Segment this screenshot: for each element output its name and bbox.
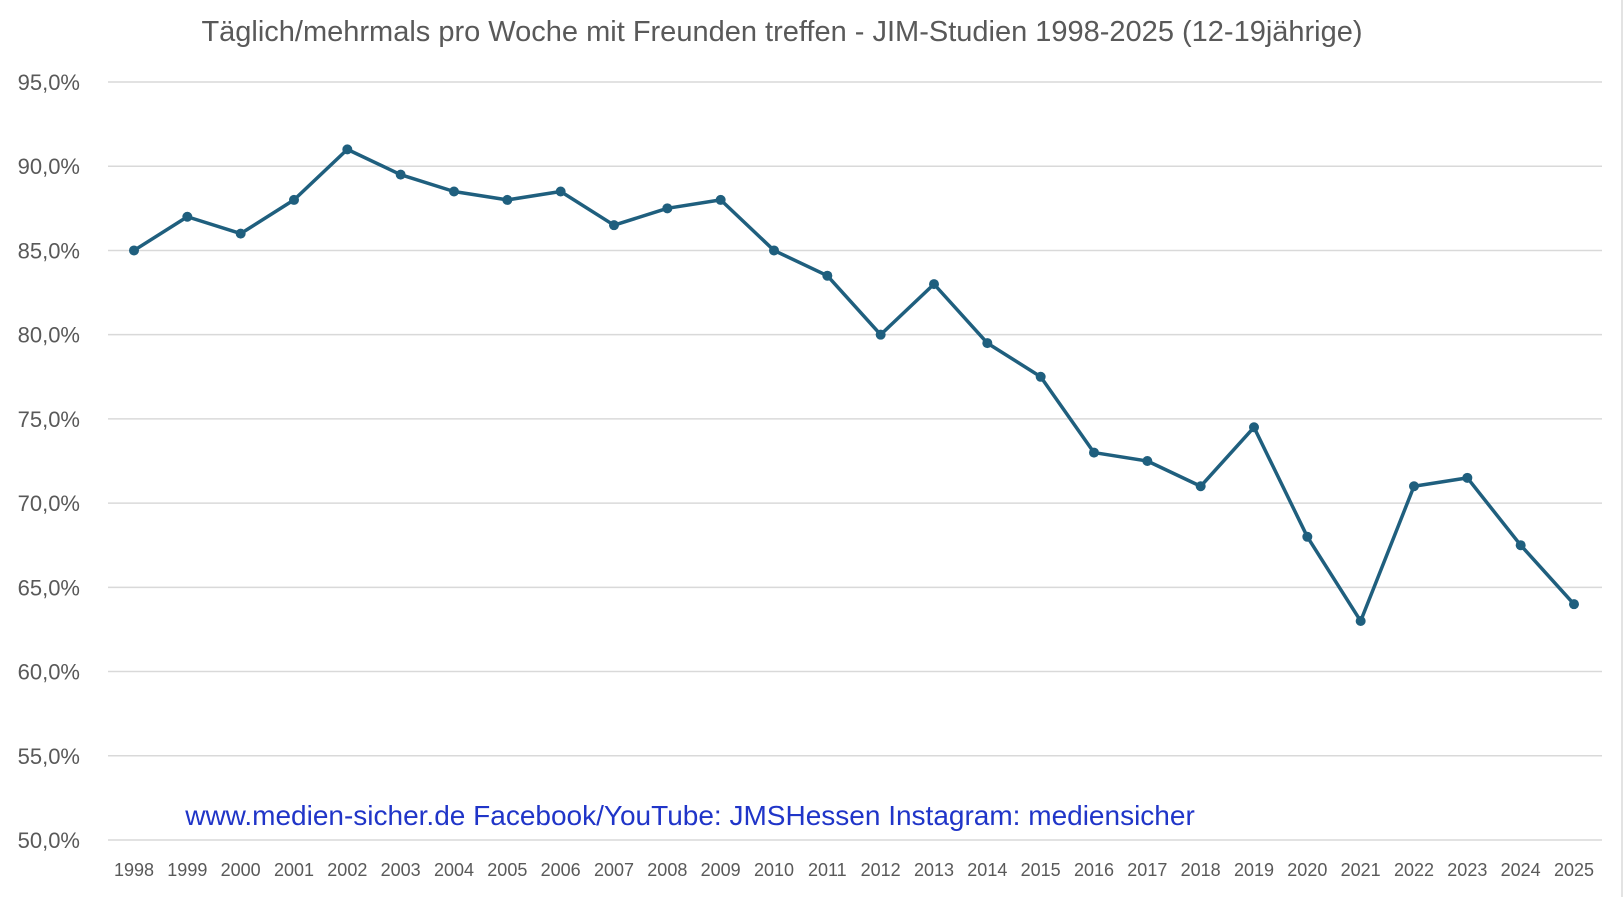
x-tick-label: 2015: [1021, 860, 1061, 880]
data-point-2023: [1462, 472, 1473, 483]
x-tick-label: 2007: [594, 860, 634, 880]
data-point-2012: [875, 329, 886, 340]
data-point-2003: [395, 169, 406, 180]
y-tick-label: 70,0%: [18, 491, 80, 516]
y-tick-label: 65,0%: [18, 575, 80, 600]
x-tick-label: 2011: [808, 860, 847, 880]
series-line: [133, 147, 1576, 623]
gridlines: [108, 81, 1602, 841]
x-tick-label: 1999: [167, 860, 207, 880]
y-tick-label: 85,0%: [18, 238, 80, 263]
data-point-2013: [929, 279, 939, 290]
x-tick-label: 2001: [274, 860, 314, 880]
x-tick-label: 2008: [647, 860, 687, 880]
data-point-2017: [1142, 456, 1153, 466]
data-point-2006: [555, 186, 566, 197]
x-tick-label: 2014: [967, 860, 1007, 880]
x-tick-label: 2025: [1554, 860, 1594, 880]
data-point-1998: [129, 245, 139, 256]
source-annotation: www.medien-sicher.de Facebook/YouTube: J…: [184, 800, 1195, 831]
data-point-2022: [1409, 481, 1419, 492]
data-point-2001: [289, 194, 299, 205]
data-point-2010: [769, 245, 779, 256]
data-point-2007: [609, 220, 619, 231]
y-tick-label: 95,0%: [18, 70, 80, 95]
x-tick-label: 2013: [914, 860, 954, 880]
data-point-2025: [1569, 599, 1579, 610]
data-point-2002: [342, 144, 353, 155]
x-tick-label: 2018: [1181, 860, 1221, 880]
x-tick-label: 2005: [487, 860, 527, 880]
x-tick-label: 2009: [701, 860, 741, 880]
x-tick-label: 2004: [434, 860, 474, 880]
data-point-2019: [1249, 422, 1259, 433]
y-tick-label: 90,0%: [18, 154, 80, 179]
x-tick-label: 2024: [1501, 860, 1541, 880]
data-point-2021: [1355, 616, 1366, 627]
data-point-2008: [662, 203, 673, 214]
x-tick-label: 2012: [861, 860, 901, 880]
y-tick-label: 75,0%: [18, 407, 80, 432]
y-axis-ticks: 50,0% 55,0% 60,0% 65,0% 70,0% 75,0% 80,0% 85,0%…: [18, 70, 80, 853]
series-layer: [129, 144, 1579, 627]
data-point-2020: [1302, 531, 1313, 542]
data-point-2004: [449, 186, 459, 197]
data-point-2009: [715, 194, 726, 205]
data-point-2000: [235, 228, 246, 239]
data-point-2015: [1035, 371, 1046, 382]
data-point-2014: [982, 338, 993, 349]
y-tick-label: 50,0%: [18, 828, 80, 853]
x-tick-label: 1998: [114, 860, 154, 880]
y-tick-label: 60,0%: [18, 660, 80, 685]
x-tick-label: 2002: [327, 860, 367, 880]
y-tick-label: 55,0%: [18, 744, 80, 769]
data-point-1999: [182, 211, 193, 222]
x-tick-label: 2019: [1234, 860, 1274, 880]
x-tick-label: 2000: [221, 860, 261, 880]
x-tick-label: 2016: [1074, 860, 1114, 880]
chart-title: Täglich/mehrmals pro Woche mit Freunden …: [201, 16, 1362, 48]
y-tick-label: 80,0%: [18, 323, 80, 348]
data-point-2011: [822, 270, 833, 281]
x-tick-label: 2006: [541, 860, 581, 880]
data-point-2018: [1195, 481, 1206, 492]
data-point-2005: [502, 194, 513, 205]
x-tick-label: 2010: [754, 860, 794, 880]
x-tick-label: 2021: [1341, 860, 1381, 880]
data-point-2024: [1515, 540, 1526, 551]
x-tick-label: 2003: [381, 860, 421, 880]
x-axis-ticks: 1998 1999 2000 2001 2002 2003 2004 2005 2006 2007…: [114, 860, 1594, 880]
data-point-2016: [1089, 447, 1099, 458]
x-tick-label: 2022: [1394, 860, 1434, 880]
x-tick-label: 2017: [1127, 860, 1167, 880]
x-tick-label: 2020: [1287, 860, 1327, 880]
x-tick-label: 2023: [1447, 860, 1487, 880]
